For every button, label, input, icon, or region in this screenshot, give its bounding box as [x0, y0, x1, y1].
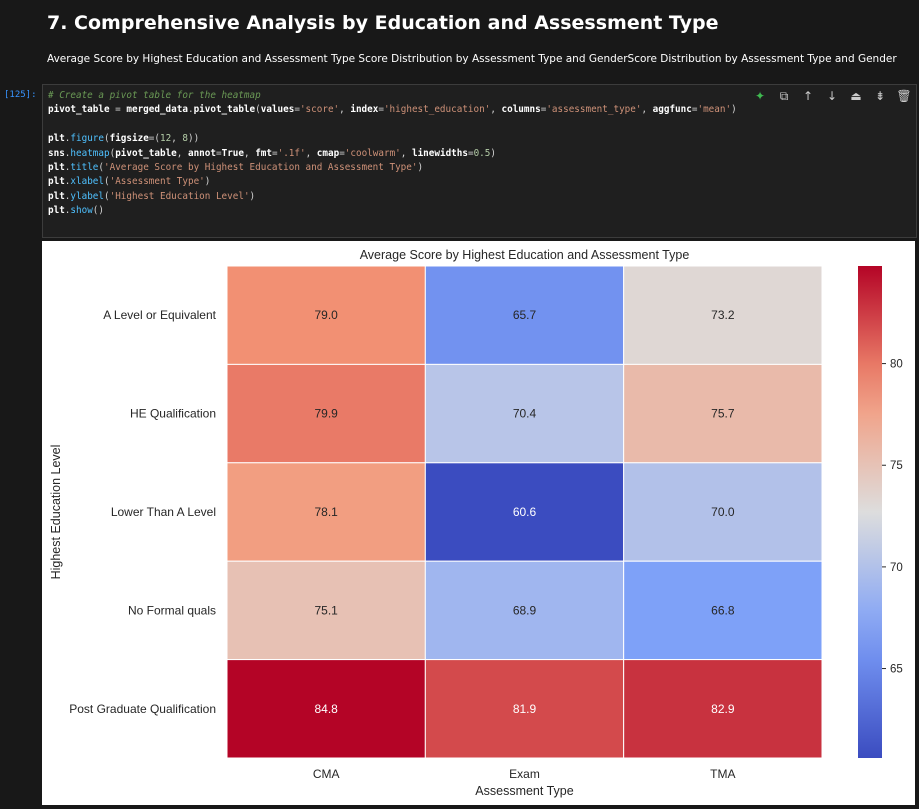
heatmap-cell — [424, 462, 625, 562]
markdown-subheading: Average Score by Highest Education and A… — [47, 53, 897, 65]
x-axis-label: Assessment Type — [475, 784, 573, 798]
y-tick-label: Lower Than A Level — [111, 505, 216, 519]
code-line: sns.heatmap(pivot_table, annot=True, fmt… — [48, 147, 496, 159]
cell-annotation: 70.0 — [711, 505, 735, 519]
code-line: plt.show() — [48, 205, 104, 217]
cell-output: Average Score by Highest Education and A… — [42, 241, 915, 805]
heatmap-cell — [623, 659, 823, 759]
cell-annotation: 68.9 — [513, 603, 537, 617]
code-line: # Create a pivot table for the heatmap — [48, 90, 261, 101]
trash-icon[interactable]: 🗑 — [896, 89, 912, 103]
arrow-up-icon[interactable]: ↑ — [802, 89, 814, 103]
code-line: pivot_table = merged_data.pivot_table(va… — [48, 104, 737, 116]
code-line: plt.title('Average Score by Highest Educ… — [48, 162, 424, 174]
y-tick-label: Post Graduate Qualification — [69, 702, 216, 716]
x-tick-label: CMA — [313, 767, 340, 781]
x-tick-label: TMA — [710, 767, 735, 781]
y-tick-label: A Level or Equivalent — [103, 308, 216, 322]
cell-annotation: 78.1 — [314, 505, 338, 519]
heatmap-cell — [424, 659, 625, 759]
colorbar-tick-label: 80 — [890, 359, 903, 371]
heatmap-cell — [226, 363, 426, 464]
cell-annotation: 66.8 — [711, 603, 735, 617]
cell-annotation: 75.7 — [711, 407, 735, 421]
colorbar — [858, 266, 882, 758]
markdown-heading: 7. Comprehensive Analysis by Education a… — [47, 12, 719, 34]
cell-annotation: 84.8 — [314, 702, 338, 716]
cell-annotation: 60.6 — [513, 505, 537, 519]
x-tick-label: Exam — [509, 767, 540, 781]
cell-annotation: 70.4 — [513, 407, 537, 421]
cell-annotation: 79.9 — [314, 407, 338, 421]
heatmap-cell — [226, 265, 426, 365]
cell-toolbar: ✦ ⧉ ↑ ↓ ⏏ ⇟ 🗑 — [752, 88, 912, 104]
sparkle-icon[interactable]: ✦ — [754, 89, 766, 103]
colorbar-tick-label: 65 — [890, 664, 903, 676]
cell-annotation: 73.2 — [711, 308, 735, 322]
insert-below-icon[interactable]: ⇟ — [874, 89, 886, 103]
copy-icon[interactable]: ⧉ — [779, 89, 789, 103]
cell-annotation: 65.7 — [513, 308, 537, 322]
heatmap-cell — [424, 363, 625, 464]
heatmap-chart: Average Score by Highest Education and A… — [49, 248, 903, 798]
code-line: plt.figure(figsize=(12, 8)) — [48, 133, 200, 145]
code-line: plt.ylabel('Highest Education Level') — [48, 190, 256, 202]
heatmap-cell — [623, 560, 823, 661]
heatmap-cell — [424, 265, 625, 365]
insert-above-icon[interactable]: ⏏ — [850, 89, 862, 103]
heatmap-cell — [623, 265, 823, 365]
code-line: plt.xlabel('Assessment Type') — [48, 176, 211, 188]
arrow-down-icon[interactable]: ↓ — [826, 89, 838, 103]
colorbar-tick-label: 75 — [890, 460, 903, 472]
cell-annotation: 81.9 — [513, 702, 537, 716]
code-editor[interactable]: # Create a pivot table for the heatmap p… — [48, 89, 737, 219]
y-tick-label: No Formal quals — [128, 603, 216, 617]
chart-title: Average Score by Highest Education and A… — [360, 248, 690, 262]
heatmap-cell — [623, 363, 823, 464]
y-tick-label: HE Qualification — [130, 407, 216, 421]
y-axis-label: Highest Education Level — [49, 445, 63, 580]
cell-annotation: 75.1 — [314, 603, 338, 617]
cell-annotation: 82.9 — [711, 702, 735, 716]
heatmap-cell — [226, 659, 426, 759]
colorbar-tick-label: 70 — [890, 562, 903, 574]
heatmap-cell — [226, 560, 426, 661]
execution-count: [125]: — [4, 90, 37, 100]
code-cell[interactable]: # Create a pivot table for the heatmap p… — [42, 84, 917, 238]
cell-annotation: 79.0 — [314, 308, 338, 322]
